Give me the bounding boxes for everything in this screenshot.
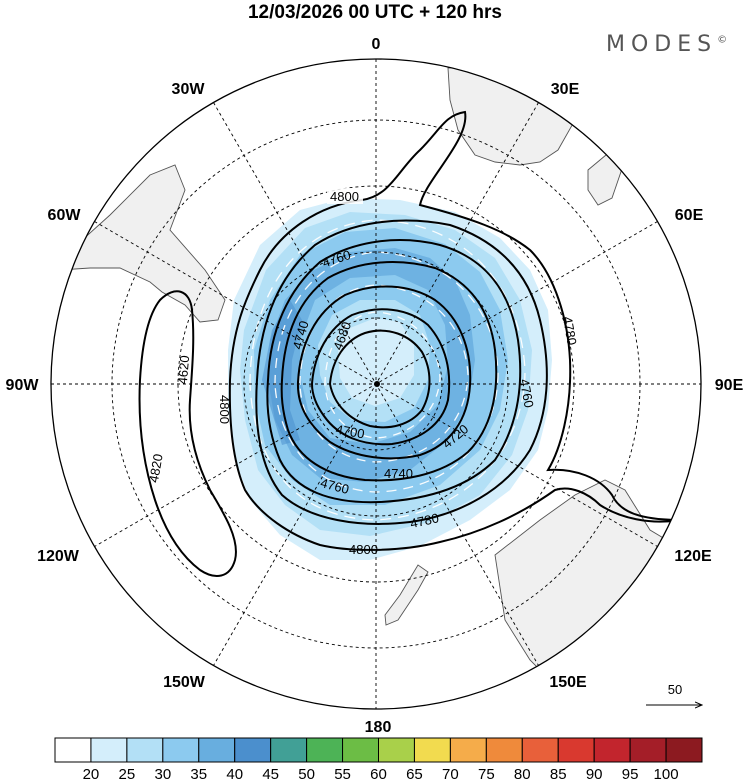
brand-name: MODES — [606, 32, 718, 57]
colorbar-swatch — [270, 737, 308, 763]
contour-label: 4760 — [319, 475, 351, 497]
lon-label-30e: 30E — [551, 81, 580, 98]
colorbar-swatch — [413, 737, 451, 763]
colorbar-swatch — [126, 737, 164, 763]
lon-label-150w: 150W — [163, 674, 206, 691]
lon-label-90e: 90E — [715, 377, 744, 394]
colorbar: 20 25 30 35 40 45 50 55 60 65 70 75 80 85 90 95 100 — [54, 737, 703, 782]
map-boundary — [50, 58, 702, 710]
contour-label: 4800 — [349, 542, 378, 557]
colorbar-tick-label: 35 — [190, 766, 207, 782]
colorbar-swatch — [378, 737, 415, 763]
colorbar-swatch — [234, 737, 272, 763]
colorbar-tick-label: 50 — [298, 766, 315, 782]
colorbar-tick-label: 40 — [226, 766, 243, 782]
contour-label: 4820 — [146, 453, 166, 484]
height-contours — [138, 110, 681, 577]
map-title: 12/03/2026 00 UTC + 120 hrs — [247, 2, 503, 23]
colorbar-tick-label: 55 — [334, 766, 351, 782]
colorbar-tick-label: 95 — [622, 766, 639, 782]
wind-vector-ring-core — [324, 311, 441, 439]
colorbar-tick-label: 100 — [654, 766, 679, 782]
wind-vector-ring-outer — [249, 219, 526, 521]
colorbar-swatch — [90, 737, 128, 763]
colorbar-tick-label: 60 — [370, 766, 387, 782]
colorbar-tick-label: 45 — [262, 766, 279, 782]
colorbar-swatch — [162, 737, 200, 763]
contour-label: 4740 — [290, 319, 312, 351]
colorbar-swatch — [593, 737, 631, 763]
brand-logo: MODES© — [606, 32, 727, 57]
reference-vector: 50 — [646, 682, 702, 705]
colorbar-swatch — [306, 737, 344, 763]
colorbar-swatch — [342, 737, 379, 763]
copyright-icon: © — [717, 34, 728, 46]
contour-4720 — [296, 285, 472, 460]
longitude-labels: 0 30E 60E 90E 120E 150E 180 150W 120W 90… — [6, 36, 744, 736]
colorbar-swatch — [629, 737, 667, 763]
colorbar-tick-label: 25 — [119, 766, 136, 782]
colorbar-swatch — [485, 737, 523, 763]
lon-label-90w: 90W — [6, 377, 40, 394]
colorbar-tick-label: 90 — [586, 766, 603, 782]
lon-label-150e: 150E — [549, 674, 587, 691]
contour-4740 — [280, 261, 498, 482]
colorbar-swatch — [665, 737, 703, 763]
contour-4800-outer — [228, 110, 681, 551]
colorbar-tick-label: 80 — [514, 766, 531, 782]
contour-label: 4800 — [217, 395, 232, 424]
lon-label-60e: 60E — [675, 207, 704, 224]
south-america-landmass — [59, 164, 226, 323]
lon-label-60w: 60W — [48, 207, 82, 224]
colorbar-tick-label: 70 — [442, 766, 459, 782]
contour-label: 4780 — [560, 315, 580, 346]
south-pole-marker — [374, 381, 380, 387]
contour-label: 4620 — [175, 355, 192, 385]
colorbar-tick-label: 30 — [154, 766, 171, 782]
lon-label-120e: 120E — [674, 548, 712, 565]
lon-label-30w: 30W — [172, 81, 206, 98]
colorbar-swatch — [557, 737, 595, 763]
colorbar-swatch — [449, 737, 487, 763]
new-zealand-landmass — [384, 564, 429, 626]
lon-label-0: 0 — [372, 36, 381, 53]
colorbar-swatch — [198, 737, 236, 763]
colorbar-tick-label: 65 — [406, 766, 423, 782]
contour-4780 — [255, 219, 548, 525]
contour-4760 — [266, 239, 522, 504]
contour-label: 4800 — [330, 189, 359, 204]
lon-label-120w: 120W — [37, 548, 80, 565]
contour-4680 — [328, 329, 431, 429]
reference-vector-label: 50 — [668, 682, 682, 697]
wind-vector-ring-mid — [274, 251, 499, 493]
contour-label: 4780 — [409, 510, 440, 531]
contour-label: 4740 — [384, 466, 413, 481]
colorbar-tick-label: 85 — [550, 766, 567, 782]
colorbar-tick-label: 75 — [478, 766, 495, 782]
colorbar-swatch — [521, 737, 559, 763]
colorbar-tick-label: 20 — [83, 766, 100, 782]
contour-label: 4700 — [335, 422, 366, 442]
colorbar-swatch — [54, 737, 92, 763]
contour-4820 — [138, 290, 237, 577]
contour-label: 4760 — [517, 378, 537, 409]
lon-label-180: 180 — [365, 719, 392, 736]
contour-4700 — [310, 308, 451, 446]
